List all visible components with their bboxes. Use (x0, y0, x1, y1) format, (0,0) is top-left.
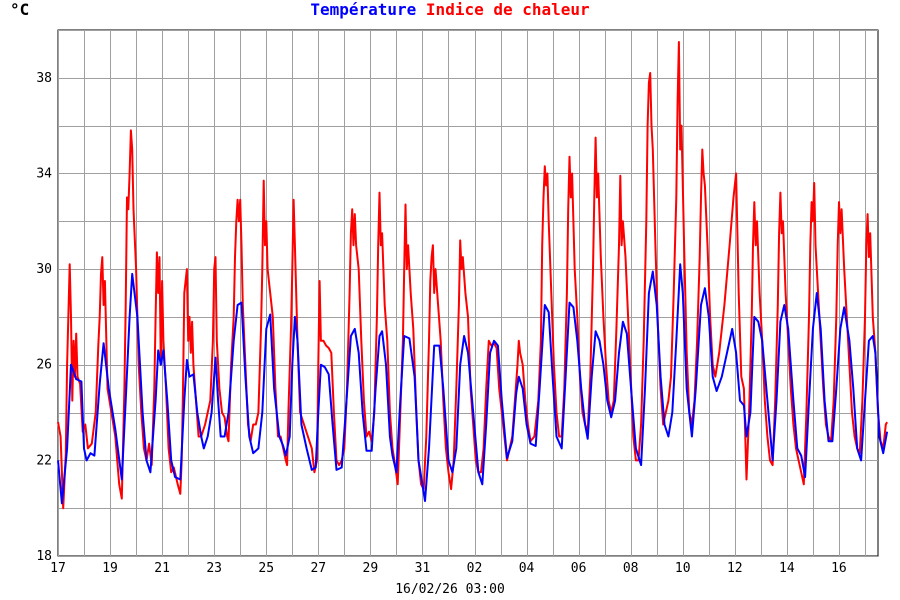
y-axis-unit: °C (10, 0, 30, 19)
legend-temperature: Température (310, 0, 417, 19)
x-tick-label: 10 (675, 561, 691, 576)
x-tick-label: 17 (50, 561, 66, 576)
x-tick-label: 21 (154, 561, 170, 576)
series-line-temperature (57, 263, 889, 505)
x-tick-label: 14 (779, 561, 795, 576)
y-tick-label: 26 (36, 358, 52, 373)
legend-heat-index: Indice de chaleur (425, 0, 590, 19)
x-tick-label: 02 (467, 561, 483, 576)
x-tick-label: 29 (363, 561, 379, 576)
x-tick-label: 31 (415, 561, 431, 576)
y-tick-label: 30 (36, 262, 52, 277)
x-tick-label: 19 (102, 561, 118, 576)
series-line-heat-index (57, 41, 888, 510)
y-tick-label: 38 (36, 71, 52, 86)
x-tick-label: 06 (571, 561, 587, 576)
chart-title: Température Indice de chaleur (0, 0, 900, 19)
timestamp-footer: 16/02/26 03:00 (395, 582, 505, 597)
x-tick-label: 04 (519, 561, 535, 576)
x-tick-label: 23 (206, 561, 222, 576)
x-tick-label: 16 (831, 561, 847, 576)
x-axis-ticks: 17 19 21 23 25 27 29 31 02 04 06 08 10 12 14 16 (50, 561, 847, 576)
y-tick-label: 18 (36, 549, 52, 564)
series-layer (57, 41, 889, 510)
x-tick-label: 08 (623, 561, 639, 576)
y-axis-ticks: 18 22 26 30 34 38 (36, 71, 52, 564)
y-tick-label: 34 (36, 166, 52, 181)
x-tick-label: 25 (258, 561, 274, 576)
plot-area (57, 29, 879, 557)
x-tick-label: 12 (727, 561, 743, 576)
x-tick-label: 27 (310, 561, 326, 576)
y-tick-label: 22 (36, 453, 52, 468)
